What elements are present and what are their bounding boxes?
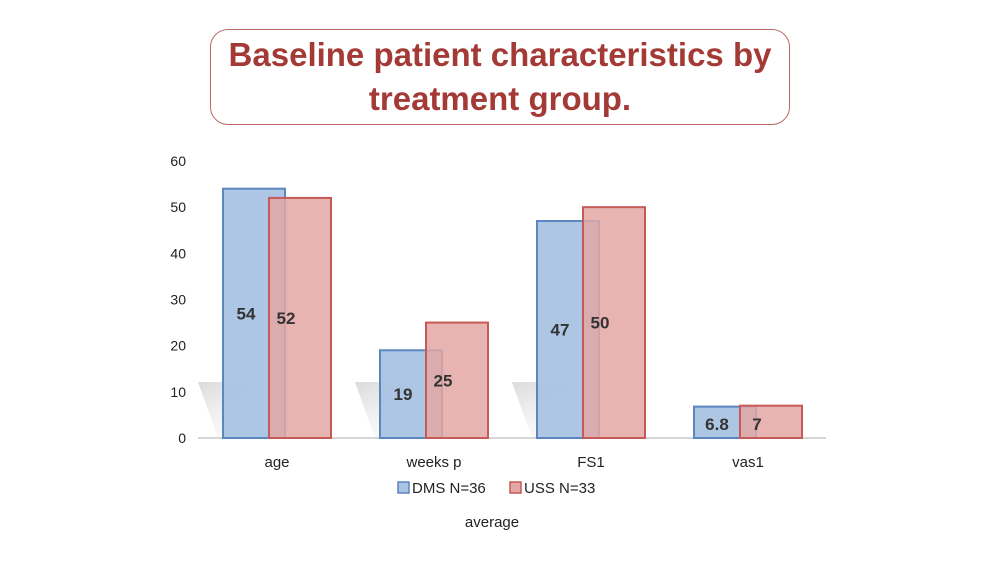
- data-labels: 54 52 19 25 47 50 6.8 7: [237, 304, 762, 434]
- y-axis-ticks: 0 10 20 30 40 50 60: [170, 153, 186, 446]
- category-label: vas1: [732, 454, 764, 471]
- bars-group: [222, 187, 803, 440]
- bar-vas1-series-2: [739, 404, 803, 439]
- data-label: 25: [434, 371, 453, 390]
- bar-FS1-series-2: [582, 206, 646, 439]
- y-tick-label: 50: [170, 199, 186, 215]
- chart-legend: DMS N=36 USS N=33: [397, 480, 595, 497]
- legend-label: USS N=33: [524, 480, 595, 497]
- data-label: 7: [752, 415, 761, 434]
- category-labels: age weeks p FS1 vas1: [264, 454, 763, 471]
- legend-swatch: [509, 481, 522, 494]
- y-tick-label: 60: [170, 153, 186, 169]
- data-label: 54: [237, 304, 256, 323]
- category-label: age: [264, 454, 289, 471]
- x-axis-label: average: [465, 514, 519, 531]
- y-tick-label: 20: [170, 338, 186, 354]
- category-label: weeks p: [405, 454, 461, 471]
- category-label: FS1: [577, 454, 605, 471]
- data-label: 6.8: [705, 415, 729, 434]
- data-label: 19: [394, 385, 413, 404]
- chart-title-box: Baseline patient characteristics by trea…: [210, 29, 790, 125]
- y-tick-label: 30: [170, 292, 186, 308]
- bar-age-series-2: [268, 196, 332, 439]
- bar-weeks-p-series-2: [425, 321, 489, 440]
- y-tick-label: 10: [170, 384, 186, 400]
- legend-label: DMS N=36: [412, 480, 486, 497]
- chart-title: Baseline patient characteristics by trea…: [228, 36, 772, 117]
- legend-swatch: [397, 481, 410, 494]
- data-label: 47: [551, 321, 570, 340]
- data-label: 50: [591, 314, 610, 333]
- y-tick-label: 40: [170, 245, 186, 261]
- data-label: 52: [277, 309, 296, 328]
- y-tick-label: 0: [178, 430, 186, 446]
